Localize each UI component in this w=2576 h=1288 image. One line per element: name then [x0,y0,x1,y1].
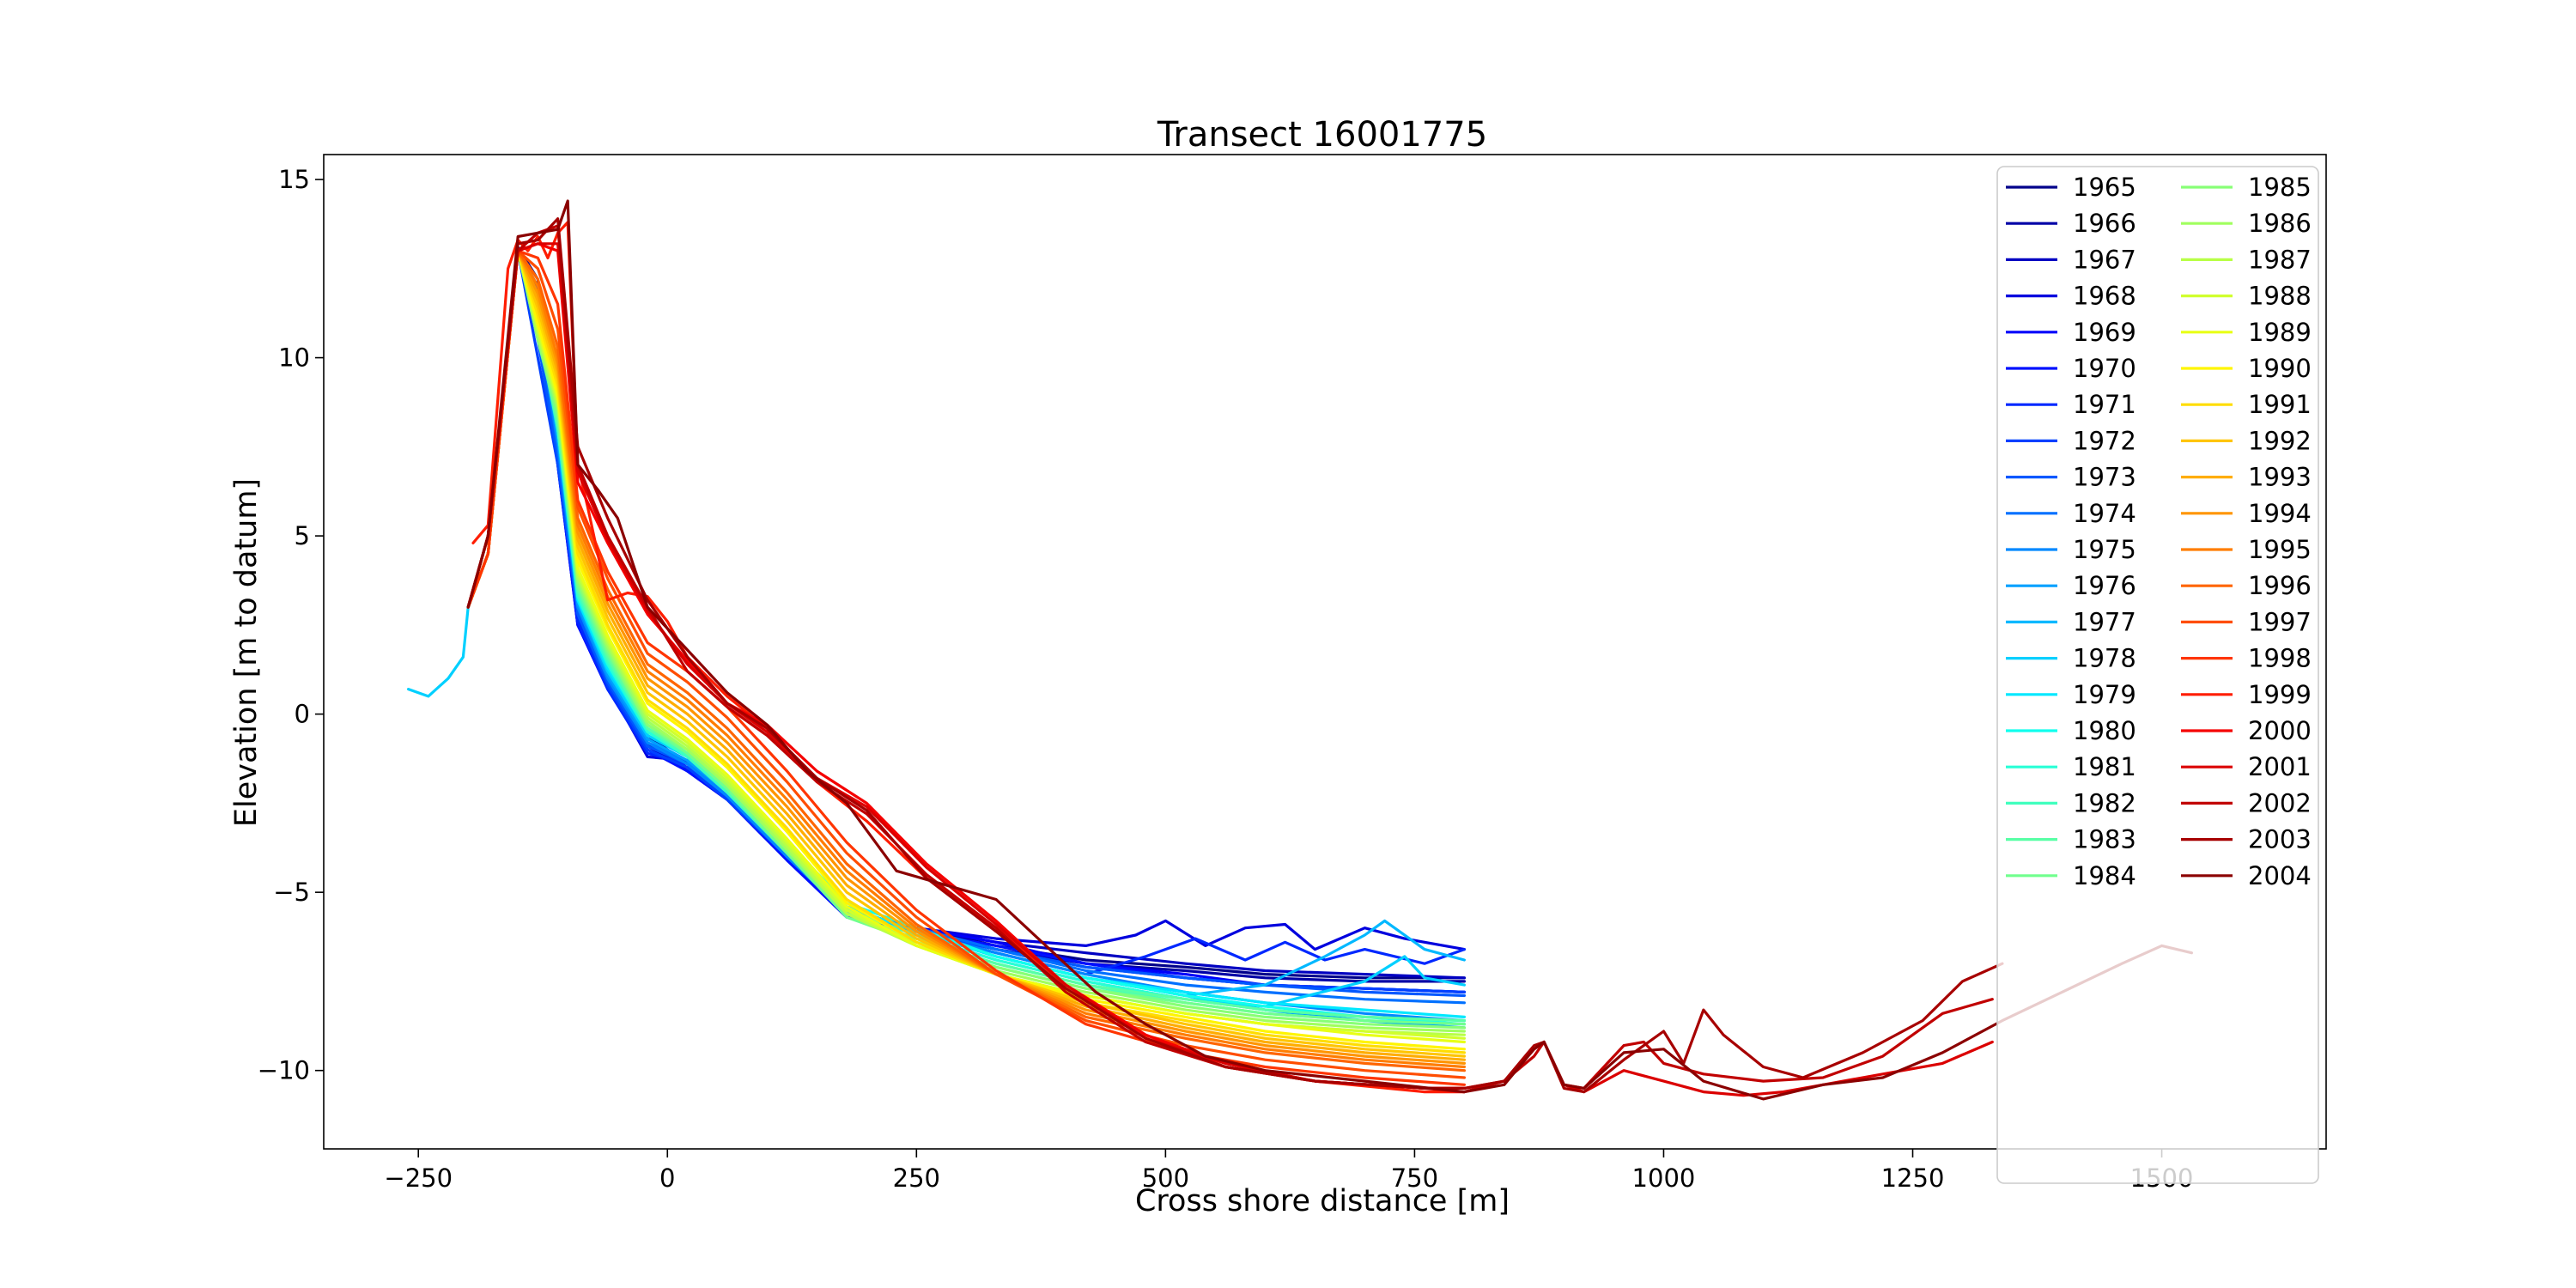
legend-label: 1979 [2073,680,2136,709]
legend-label: 1970 [2073,354,2136,383]
y-axis-label: Elevation [m to datum] [229,478,264,827]
series-line-1991 [466,249,1467,1054]
series-line-1993 [466,249,1467,1061]
legend-label: 1980 [2073,716,2136,745]
series-line-2001 [466,242,1994,1097]
legend-label: 1966 [2073,209,2136,238]
series-line-1996 [466,249,1467,1072]
y-tick-label: 0 [295,700,310,729]
legend-label: 2000 [2248,716,2312,745]
legend-label: 1995 [2248,535,2312,564]
x-axis-label: Cross shore distance [m] [1135,1184,1510,1218]
y-tick-label: 5 [295,521,310,550]
y-tick-label: −5 [273,878,310,907]
series-line-2004 [466,199,2193,1101]
legend-label: 1983 [2073,825,2136,854]
legend-label: 1984 [2073,861,2136,890]
legend-label: 1993 [2248,463,2312,492]
legend-label: 1969 [2073,318,2136,347]
legend-label: 1974 [2073,499,2136,528]
legend-label: 1997 [2248,607,2312,636]
legend-frame [1996,166,2319,1184]
legend-label: 1967 [2073,245,2136,274]
series-line-2003 [466,217,2004,1094]
x-tick-label: −250 [384,1163,453,1193]
x-tick-label: 500 [1142,1163,1189,1193]
series-line-1995 [466,249,1467,1069]
legend-label: 1988 [2248,282,2312,311]
legend-label: 2004 [2248,861,2312,890]
legend-label: 1982 [2073,788,2136,817]
legend-label: 1965 [2073,173,2136,202]
series-line-1994 [466,249,1467,1066]
legend-label: 1977 [2073,607,2136,636]
legend-label: 1973 [2073,463,2136,492]
legend-label: 1989 [2248,318,2312,347]
legend-label: 1991 [2248,390,2312,419]
y-axis-ticks: −10 −5 0 5 10 15 [258,165,324,1085]
series-line-1990 [466,249,1467,1051]
legend-label: 1975 [2073,535,2136,564]
y-tick-label: −10 [258,1056,310,1085]
series-layer [407,199,2193,1101]
legend-label: 1978 [2073,644,2136,673]
legend-label: 2003 [2248,825,2312,854]
legend-label: 2001 [2248,752,2312,781]
legend-label: 1999 [2248,680,2312,709]
series-line-1992 [466,249,1467,1058]
x-tick-label: 1000 [1632,1163,1696,1193]
legend-label: 2002 [2248,788,2312,817]
legend-label: 1981 [2073,752,2136,781]
legend-label: 1998 [2248,644,2312,673]
x-tick-label: 0 [659,1163,675,1193]
legend-label: 1992 [2248,426,2312,455]
legend-label: 1990 [2248,354,2312,383]
chart-title: Transect 16001775 [1157,115,1487,155]
x-tick-label: 750 [1391,1163,1438,1193]
plot-frame [323,154,2327,1150]
legend-label: 1976 [2073,571,2136,600]
legend-label: 1971 [2073,390,2136,419]
legend-label: 1985 [2248,173,2312,202]
x-tick-label: 250 [893,1163,940,1193]
legend-label: 1986 [2248,209,2312,238]
y-tick-label: 10 [278,343,310,373]
legend-label: 1972 [2073,426,2136,455]
legend-label: 1994 [2248,499,2312,528]
y-tick-label: 15 [278,165,310,194]
legend: 1965 1966 1967 1968 1969 1970 1971 1972 1973 1974… [1996,166,2319,1184]
legend-label: 1996 [2248,571,2312,600]
legend-label: 1987 [2248,245,2312,274]
x-tick-label: 1250 [1881,1163,1945,1193]
legend-label: 1968 [2073,282,2136,311]
